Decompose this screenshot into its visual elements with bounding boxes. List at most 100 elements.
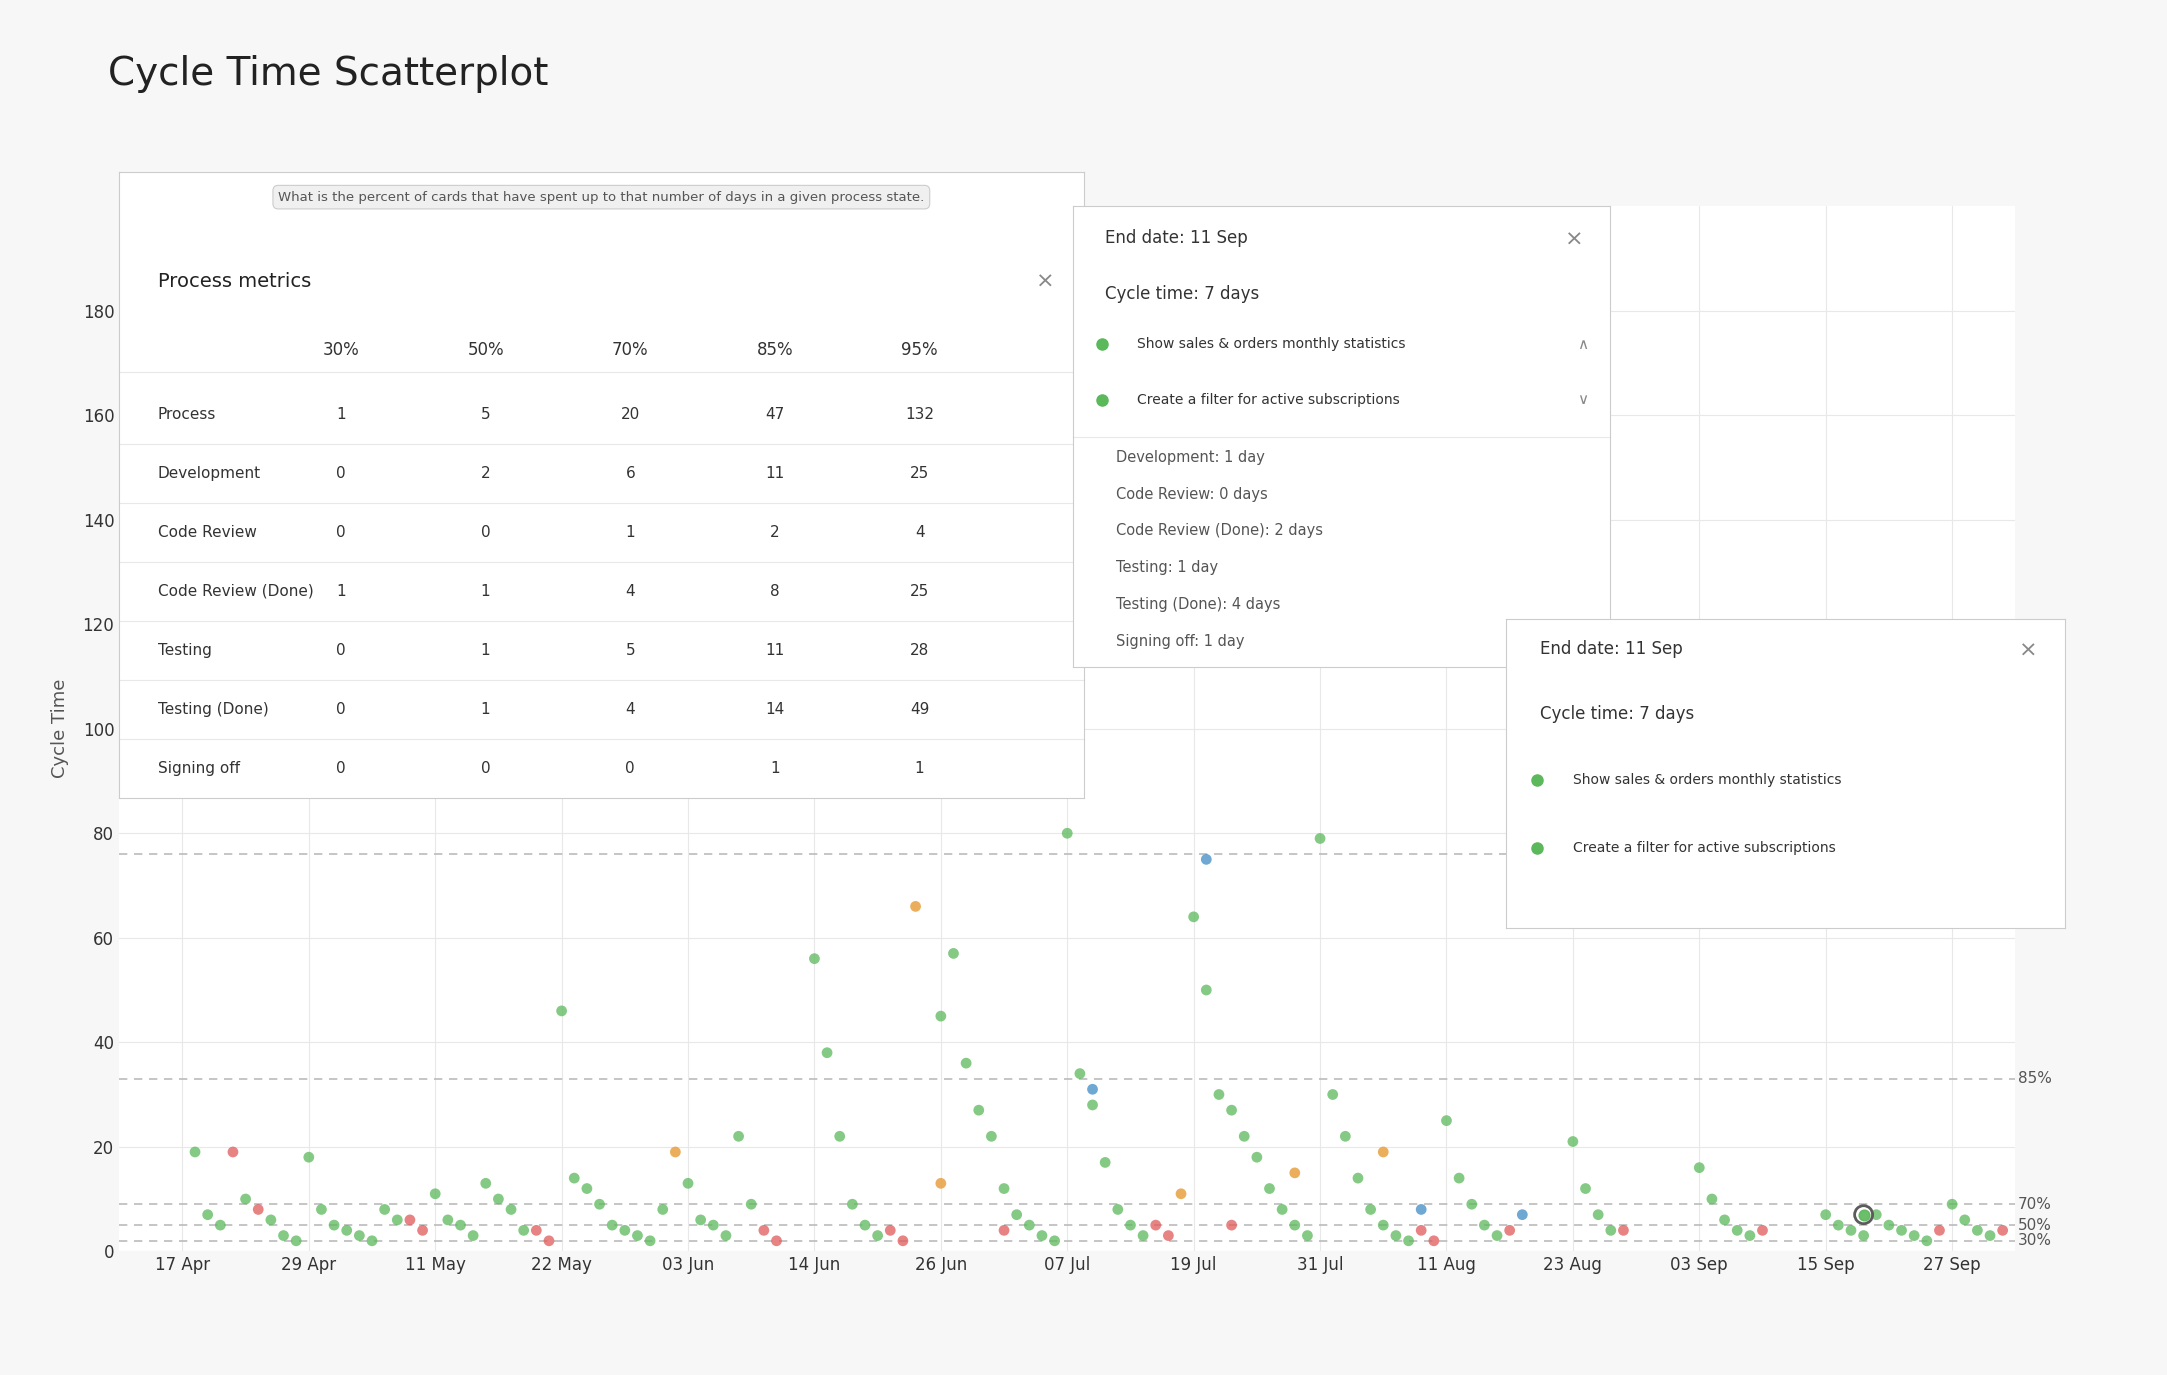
Point (936, 942, 971, 964)
Point (962, 1099, 997, 1121)
Text: 30%: 30% (323, 341, 360, 359)
Point (368, 1199, 403, 1221)
Text: Create a filter for active subscriptions: Create a filter for active subscriptions (1573, 840, 1835, 855)
Text: 50%: 50% (468, 341, 505, 359)
Point (191, 1203, 225, 1225)
Point (709, 1225, 743, 1247)
Point (758, 1229, 793, 1251)
Point (696, 1214, 730, 1236)
Point (745, 1220, 782, 1242)
Text: 70%: 70% (2017, 1196, 2052, 1211)
Text: 0: 0 (481, 760, 490, 776)
Point (1164, 1182, 1198, 1204)
Text: 14: 14 (765, 701, 784, 716)
Text: 0: 0 (626, 760, 635, 776)
Point (280, 1229, 314, 1251)
Point (1012, 1214, 1047, 1236)
Point (1279, 1214, 1313, 1236)
Point (228, 1188, 262, 1210)
Point (544, 1000, 579, 1022)
Text: ×: × (1036, 272, 1055, 292)
Point (329, 1220, 364, 1242)
Text: 8: 8 (769, 583, 780, 598)
Point (797, 947, 832, 969)
Point (986, 1177, 1021, 1199)
Text: ×: × (2020, 641, 2037, 660)
Point (520, 1220, 555, 1242)
Text: 20: 20 (620, 407, 639, 422)
Point (1201, 1084, 1235, 1106)
Text: 1: 1 (481, 642, 490, 657)
Text: Signing off: 1 day: Signing off: 1 day (1116, 634, 1244, 649)
Text: Process metrics: Process metrics (158, 272, 312, 292)
Text: Code Review (Done): Code Review (Done) (158, 583, 314, 598)
Point (1240, 1147, 1274, 1169)
Point (607, 1220, 641, 1242)
Point (873, 1220, 908, 1242)
Point (1038, 1229, 1073, 1251)
Text: 11: 11 (765, 466, 784, 481)
Text: Cycle Time Scatterplot: Cycle Time Scatterplot (108, 55, 548, 94)
Point (683, 1209, 717, 1231)
Text: Development: 1 day: Development: 1 day (1116, 450, 1266, 465)
Text: 1: 1 (336, 583, 347, 598)
Text: Create a filter for active subscriptions: Create a filter for active subscriptions (1138, 393, 1400, 407)
Text: 1: 1 (336, 407, 347, 422)
Point (1580, 1203, 1614, 1225)
Point (594, 1214, 628, 1236)
Point (418, 1182, 453, 1204)
Text: 6: 6 (626, 466, 635, 481)
Point (342, 1225, 377, 1247)
Point (999, 1203, 1034, 1225)
Point (1480, 1225, 1515, 1247)
Point (355, 1229, 390, 1251)
Point (1075, 1078, 1110, 1100)
Point (468, 1173, 503, 1195)
Point (1441, 1167, 1476, 1189)
Point (1493, 1220, 1528, 1242)
Text: 0: 0 (336, 524, 347, 539)
Text: What is the percent of cards that have spent up to that number of days in a give: What is the percent of cards that have s… (277, 191, 925, 204)
Text: 49: 49 (910, 701, 930, 716)
Point (1378, 1225, 1413, 1247)
Point (1872, 1214, 1907, 1236)
Text: 1: 1 (481, 583, 490, 598)
Point (1328, 1125, 1363, 1147)
Point (949, 1052, 984, 1074)
Text: 47: 47 (765, 407, 784, 422)
Text: 85%: 85% (2017, 1071, 2052, 1086)
Text: Code Review (Done): 2 days: Code Review (Done): 2 days (1116, 524, 1322, 539)
Point (899, 895, 934, 917)
Point (1253, 1177, 1287, 1199)
Point (1846, 1203, 1881, 1225)
Point (823, 1125, 858, 1147)
Point (379, 1209, 414, 1231)
Point (1289, 1225, 1324, 1247)
Point (1948, 1209, 1983, 1231)
Point (1985, 1220, 2020, 1242)
Point (405, 1220, 440, 1242)
Text: 2: 2 (769, 524, 780, 539)
Point (254, 1209, 288, 1231)
Point (1352, 1199, 1389, 1221)
Point (1101, 1199, 1136, 1221)
Text: 5: 5 (626, 642, 635, 657)
Point (1341, 1167, 1376, 1189)
Text: Development: Development (158, 466, 260, 481)
Point (290, 1147, 327, 1169)
Text: Cycle time: 7 days: Cycle time: 7 days (1105, 285, 1259, 302)
Text: 4: 4 (626, 583, 635, 598)
Point (633, 1229, 667, 1251)
Text: 5: 5 (481, 407, 490, 422)
Text: 0: 0 (336, 466, 347, 481)
Point (557, 1167, 592, 1189)
Point (1127, 1225, 1162, 1247)
Point (620, 1225, 654, 1247)
Point (1279, 1162, 1313, 1184)
Text: Show sales & orders monthly statistics: Show sales & orders monthly statistics (1138, 337, 1406, 352)
Point (1088, 1151, 1123, 1173)
Text: 1: 1 (769, 760, 780, 776)
Text: Testing: 1 day: Testing: 1 day (1116, 561, 1218, 575)
Point (735, 1194, 769, 1216)
Point (810, 1042, 845, 1064)
